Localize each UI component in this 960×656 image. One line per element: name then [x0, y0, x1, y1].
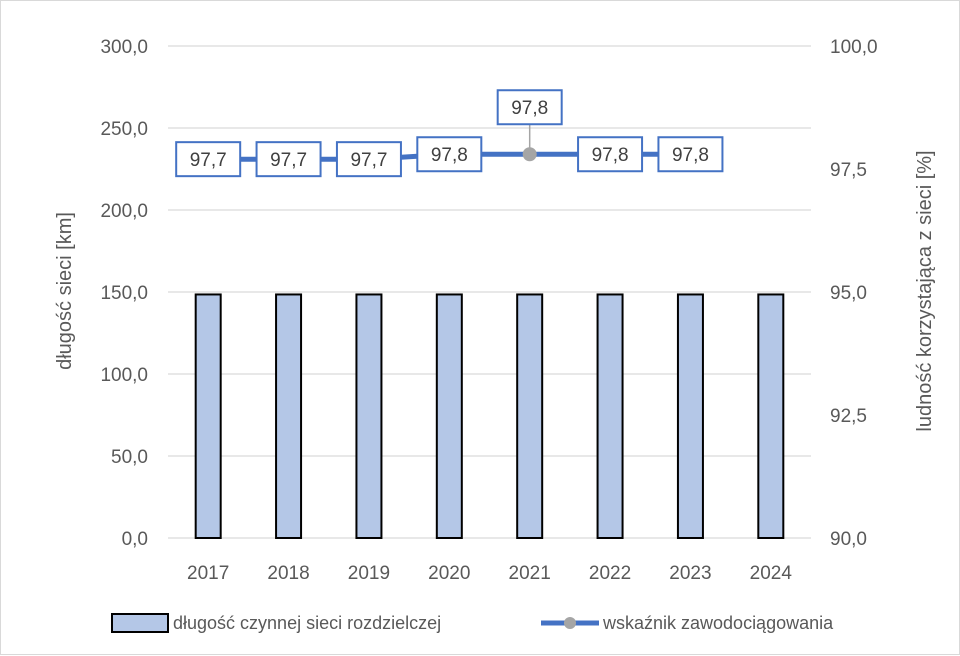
bar	[598, 294, 623, 538]
y-axis-title-left: długość sieci [km]	[54, 212, 76, 370]
y-tick-label-left: 50,0	[111, 447, 148, 468]
legend-label-bar: długość czynnej sieci rozdzielczej	[173, 613, 441, 633]
gridlines	[168, 46, 811, 538]
data-labels: 97,7 97,7 97,7 97,8 97,8 97,8 97,8	[176, 90, 722, 176]
data-label: 97,7	[190, 150, 227, 171]
x-tick-label: 2021	[509, 563, 551, 584]
x-tick-label: 2023	[669, 563, 711, 584]
data-label: 97,8	[672, 145, 709, 166]
legend-swatch-marker	[564, 617, 576, 629]
x-tick-label: 2019	[348, 563, 390, 584]
data-label: 97,8	[511, 98, 548, 119]
bar	[678, 294, 703, 538]
bar	[276, 294, 301, 538]
bar-series	[196, 294, 784, 538]
bar	[437, 294, 462, 538]
data-label: 97,7	[270, 150, 307, 171]
y-tick-label-left: 200,0	[100, 201, 148, 222]
y-axis-title-right: ludność korzystająca z sieci [%]	[914, 150, 936, 431]
y-tick-label-left: 250,0	[100, 119, 148, 140]
legend-label-line: wskaźnik zawodociągowania	[602, 613, 834, 633]
bar	[517, 294, 542, 538]
bar	[758, 294, 783, 538]
legend-swatch-bar	[112, 614, 168, 632]
data-label: 97,8	[431, 145, 468, 166]
y-tick-label-right: 90,0	[830, 529, 867, 550]
y-tick-label-right: 100,0	[830, 37, 878, 58]
data-label: 97,8	[592, 145, 629, 166]
bar	[196, 294, 221, 538]
legend: długość czynnej sieci rozdzielczej wskaź…	[112, 613, 834, 633]
y-tick-label-left: 0,0	[122, 529, 148, 550]
bar	[356, 294, 381, 538]
x-tick-label: 2017	[187, 563, 229, 584]
y-tick-label-left: 100,0	[100, 365, 148, 386]
y-tick-label-right: 92,5	[830, 406, 867, 427]
y-tick-label-left: 150,0	[100, 283, 148, 304]
x-tick-label: 2022	[589, 563, 631, 584]
y-tick-label-left: 300,0	[100, 37, 148, 58]
x-tick-label: 2020	[428, 563, 470, 584]
x-tick-label: 2018	[267, 563, 309, 584]
y-tick-label-right: 95,0	[830, 283, 867, 304]
x-tick-label: 2024	[750, 563, 793, 584]
data-label: 97,7	[350, 150, 387, 171]
y-tick-label-right: 97,5	[830, 160, 867, 181]
